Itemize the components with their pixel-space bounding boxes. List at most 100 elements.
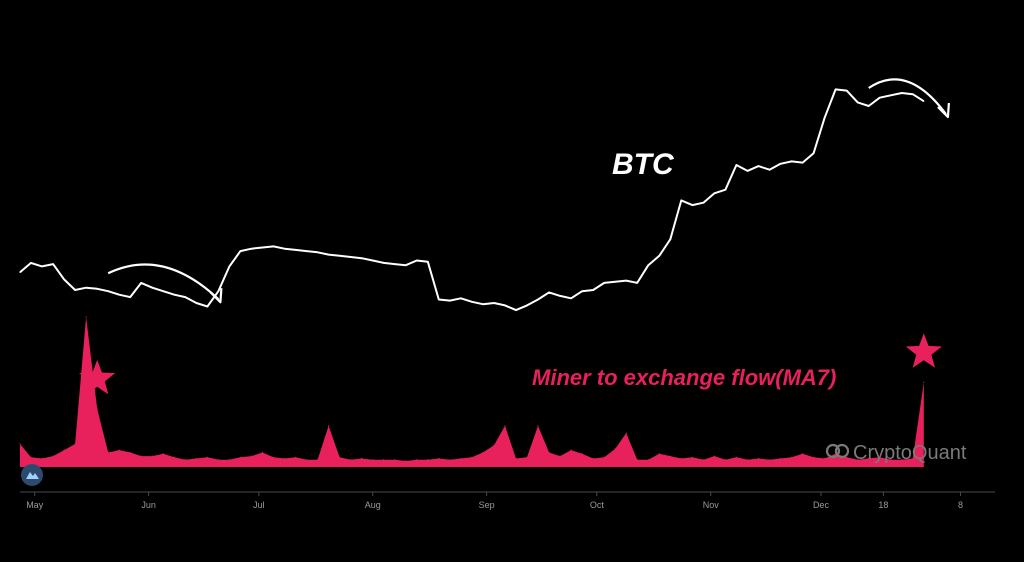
btc-point	[603, 282, 605, 284]
btc-series-label: BTC	[612, 148, 675, 181]
flow-point	[283, 457, 286, 460]
flow-point	[306, 459, 308, 461]
btc-point	[658, 255, 660, 257]
arrow-head-icon	[209, 288, 223, 304]
flow-point	[735, 456, 738, 458]
btc-point	[857, 101, 859, 103]
btc-point	[427, 261, 429, 263]
flow-point	[791, 456, 793, 458]
flow-point	[162, 453, 164, 455]
flow-point	[493, 444, 495, 446]
flow-point	[636, 459, 638, 461]
btc-point	[96, 288, 98, 290]
btc-point	[515, 309, 517, 311]
flow-point	[151, 455, 153, 457]
btc-point	[250, 248, 253, 250]
x-tick-label: Jun	[141, 500, 156, 510]
flow-point	[317, 459, 319, 461]
btc-point	[107, 290, 109, 292]
x-tick-label: Aug	[365, 500, 381, 510]
btc-point	[592, 289, 594, 291]
trend-arrow	[868, 78, 947, 115]
flow-point	[140, 455, 142, 457]
btc-point	[306, 250, 308, 252]
btc-point	[868, 105, 870, 107]
btc-point	[846, 90, 848, 92]
trend-arrow	[107, 263, 220, 301]
flow-point	[63, 449, 65, 451]
flow-point	[261, 451, 264, 454]
flow-point	[901, 459, 903, 461]
btc-point	[559, 295, 561, 297]
x-tick-label: 8	[958, 500, 963, 510]
btc-point	[691, 204, 694, 206]
flow-point	[669, 455, 671, 457]
flow-point	[427, 459, 429, 461]
btc-point	[890, 94, 892, 96]
flow-point	[339, 456, 341, 458]
btc-point	[228, 265, 230, 267]
x-tick-label: Oct	[590, 500, 605, 510]
flow-point	[195, 457, 197, 460]
flow-point	[658, 453, 660, 455]
btc-point	[702, 202, 705, 204]
flow-point	[438, 457, 440, 460]
btc-point	[438, 298, 440, 301]
flow-point	[614, 448, 616, 450]
flow-point	[647, 459, 649, 461]
cryptoquant-badge-icon[interactable]	[21, 464, 43, 486]
btc-point	[328, 254, 330, 256]
btc-point	[261, 246, 264, 249]
btc-point	[647, 264, 649, 266]
btc-point	[879, 97, 881, 99]
btc-point	[239, 250, 241, 252]
btc-point	[791, 160, 793, 162]
flow-point	[702, 459, 705, 461]
btc-point	[405, 264, 407, 266]
flow-point	[724, 459, 727, 461]
btc-point	[625, 280, 627, 282]
btc-point	[361, 257, 363, 259]
btc-point	[173, 294, 175, 296]
btc-point	[724, 189, 727, 191]
flow-point	[74, 443, 76, 445]
btc-point	[350, 256, 352, 258]
btc-point	[206, 305, 208, 308]
btc-point	[416, 259, 418, 262]
btc-point	[52, 263, 54, 265]
btc-point	[636, 282, 638, 284]
btc-point	[581, 290, 583, 292]
flow-point	[118, 449, 120, 451]
x-axis: May Jun Jul Aug Sep Oct Nov Dec 18 8	[20, 491, 995, 510]
flow-point	[890, 459, 892, 461]
flow-point	[383, 459, 385, 461]
flow-point	[868, 457, 870, 460]
flow-point	[526, 456, 528, 458]
btc-point	[802, 162, 804, 164]
star-marker	[79, 359, 116, 395]
btc-point	[383, 262, 385, 264]
flow-point	[504, 425, 506, 427]
flow-point	[228, 459, 230, 461]
btc-point	[295, 249, 297, 251]
btc-point	[669, 238, 671, 240]
flow-point	[41, 457, 43, 460]
flow-point	[912, 457, 914, 460]
flow-point	[30, 456, 32, 458]
btc-point	[195, 302, 197, 304]
flow-point	[515, 457, 517, 460]
flow-point	[129, 451, 131, 454]
btc-point	[537, 298, 539, 301]
btc-point	[471, 301, 473, 303]
btc-point	[504, 304, 506, 306]
btc-point	[768, 169, 771, 171]
btc-point	[713, 192, 716, 194]
btc-point	[824, 117, 826, 119]
btc-point	[526, 304, 528, 306]
btc-point	[680, 199, 682, 201]
flow-point	[680, 457, 682, 460]
btc-point	[129, 296, 131, 298]
x-tick-label: Nov	[703, 500, 720, 510]
x-tick-label: May	[26, 500, 44, 510]
